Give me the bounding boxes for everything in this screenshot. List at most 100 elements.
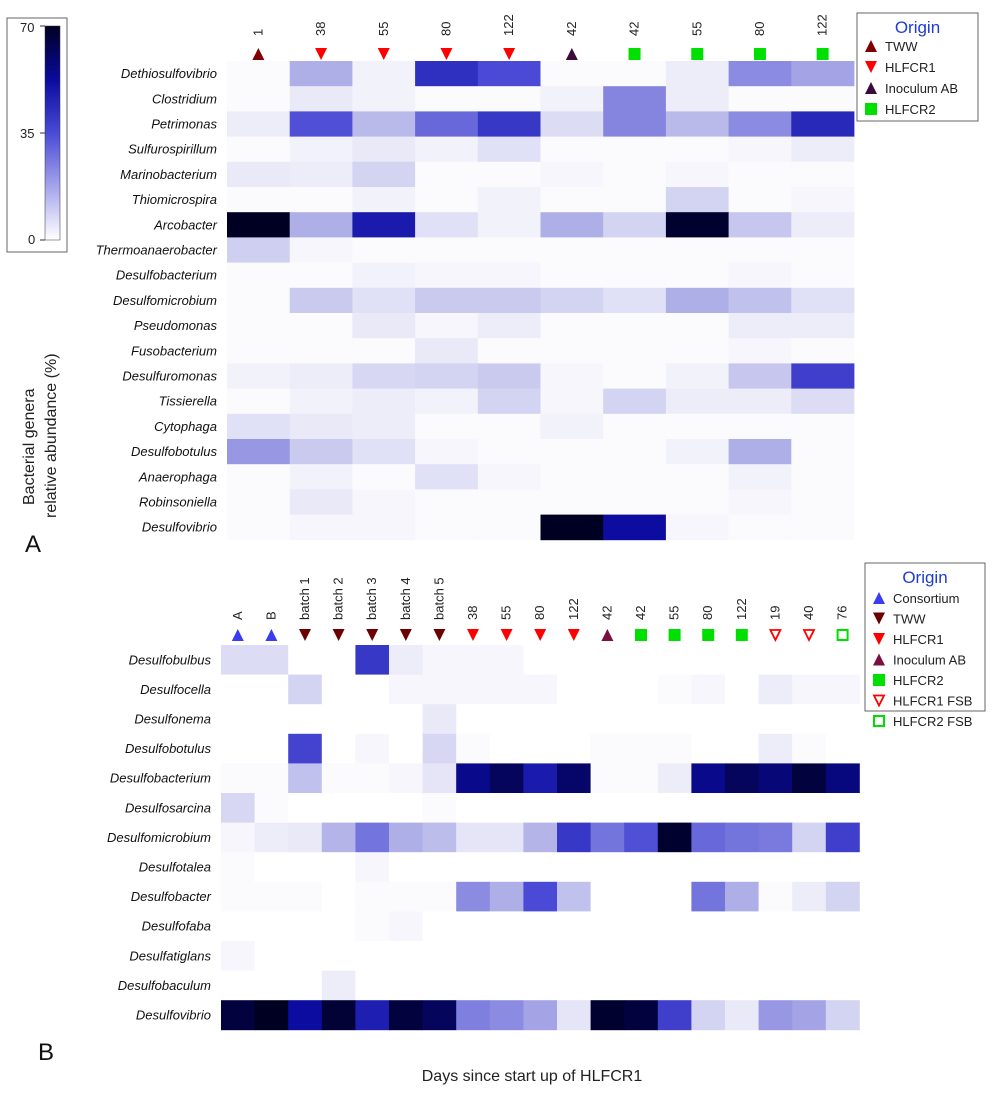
heatmap-cell <box>728 313 792 339</box>
heatmap-cell <box>389 645 423 675</box>
heatmap-cell <box>725 970 759 1001</box>
heatmap-cell <box>557 911 591 942</box>
column-origin-marker <box>601 629 614 641</box>
heatmap-cell <box>665 388 729 415</box>
heatmap-cell <box>792 881 827 912</box>
heatmap-cell <box>728 111 792 137</box>
heatmap-cell <box>758 645 793 675</box>
heatmap-cell <box>321 941 356 971</box>
heatmap-cell <box>603 287 667 314</box>
heatmap-cell <box>603 363 667 389</box>
heatmap-cell <box>540 363 604 389</box>
heatmap-cell <box>288 674 323 705</box>
column-origin-marker <box>635 629 647 641</box>
heatmap-cell <box>791 136 855 163</box>
row-label: Arcobacter <box>153 217 218 232</box>
heatmap-cell <box>603 237 667 263</box>
heatmap-cell <box>665 413 729 440</box>
heatmap-cell <box>603 338 667 364</box>
heatmap-cell <box>540 388 604 415</box>
heatmap-cell <box>254 822 289 853</box>
heatmap-cell <box>422 1000 457 1031</box>
heatmap-cell <box>557 645 591 675</box>
heatmap-cell <box>389 704 423 735</box>
heatmap-cell <box>791 212 855 238</box>
column-origin-marker <box>366 629 379 641</box>
legend-marker <box>873 592 885 604</box>
legend-marker <box>873 653 885 666</box>
heatmap-cell <box>227 464 291 490</box>
heatmap-cell <box>603 212 667 238</box>
heatmap-cell <box>725 704 759 735</box>
heatmap-cell <box>557 852 591 883</box>
heatmap-cell <box>540 136 604 163</box>
heatmap-cell <box>477 136 541 163</box>
heatmap-cell <box>355 822 390 853</box>
heatmap-cell <box>456 704 491 735</box>
heatmap-cell <box>355 763 390 794</box>
heatmap-cell <box>523 881 558 912</box>
heatmap-cell <box>288 733 323 764</box>
heatmap-cell <box>540 287 604 314</box>
column-origin-marker <box>500 629 513 641</box>
column-label: 42 <box>633 606 648 620</box>
heatmap-cell <box>477 61 541 87</box>
heatmap-cell <box>792 733 827 764</box>
heatmap-cell <box>590 1000 625 1031</box>
heatmap-cell <box>665 136 729 163</box>
heatmap-cell <box>389 941 423 971</box>
legend-marker <box>865 82 877 94</box>
legend-item-label: HLFCR1 FSB <box>893 694 972 709</box>
heatmap-cell <box>355 881 390 912</box>
heatmap-cell <box>825 1000 860 1031</box>
heatmap-cell <box>477 287 541 314</box>
row-label: Tissierella <box>159 394 217 409</box>
heatmap-cell <box>792 911 827 942</box>
heatmap-cell <box>523 733 558 764</box>
column-label: 80 <box>700 606 715 620</box>
heatmap-cell <box>477 212 541 238</box>
heatmap-cell <box>456 674 491 705</box>
heatmap-cell <box>254 763 289 794</box>
heatmap-cell <box>352 111 416 137</box>
heatmap-cell <box>540 439 604 465</box>
heatmap-cell <box>415 489 479 515</box>
heatmap-cell <box>352 287 416 314</box>
heatmap-cell <box>489 645 524 675</box>
heatmap-cell <box>791 489 855 515</box>
heatmap-cell <box>557 674 591 705</box>
heatmap-cell <box>758 704 793 735</box>
heatmap-cell <box>691 793 726 823</box>
legend-marker <box>873 715 885 727</box>
heatmap-cell <box>489 911 524 942</box>
row-label: Dethiosulfovibrio <box>121 66 217 81</box>
heatmap-cell <box>557 822 591 853</box>
column-origin-marker <box>252 48 265 60</box>
heatmap-cell <box>725 822 759 853</box>
heatmap-cell <box>355 852 390 883</box>
column-origin-marker <box>768 629 782 643</box>
heatmap-cell <box>603 388 667 415</box>
heatmap-cell <box>665 338 729 364</box>
heatmap-cell <box>289 514 353 541</box>
legend-frame <box>864 562 986 712</box>
legend-marker <box>872 694 886 708</box>
column-label: batch 4 <box>398 577 413 620</box>
heatmap-cell <box>227 161 291 188</box>
heatmap-cell <box>227 262 291 289</box>
heatmap-cell <box>624 822 659 853</box>
heatmap-cell <box>227 237 291 263</box>
heatmap-cell <box>791 161 855 188</box>
column-label: batch 5 <box>431 577 446 620</box>
heatmap-cell <box>728 363 792 389</box>
column-origin-marker <box>433 629 446 641</box>
legend-frame <box>856 12 979 122</box>
heatmap-cell <box>825 852 860 883</box>
heatmap-cell <box>254 941 289 971</box>
heatmap-cell <box>355 793 390 823</box>
heatmap-cell <box>289 313 353 339</box>
heatmap-cell <box>791 61 855 87</box>
heatmap-cell <box>728 61 792 87</box>
heatmap-cell <box>523 852 558 883</box>
